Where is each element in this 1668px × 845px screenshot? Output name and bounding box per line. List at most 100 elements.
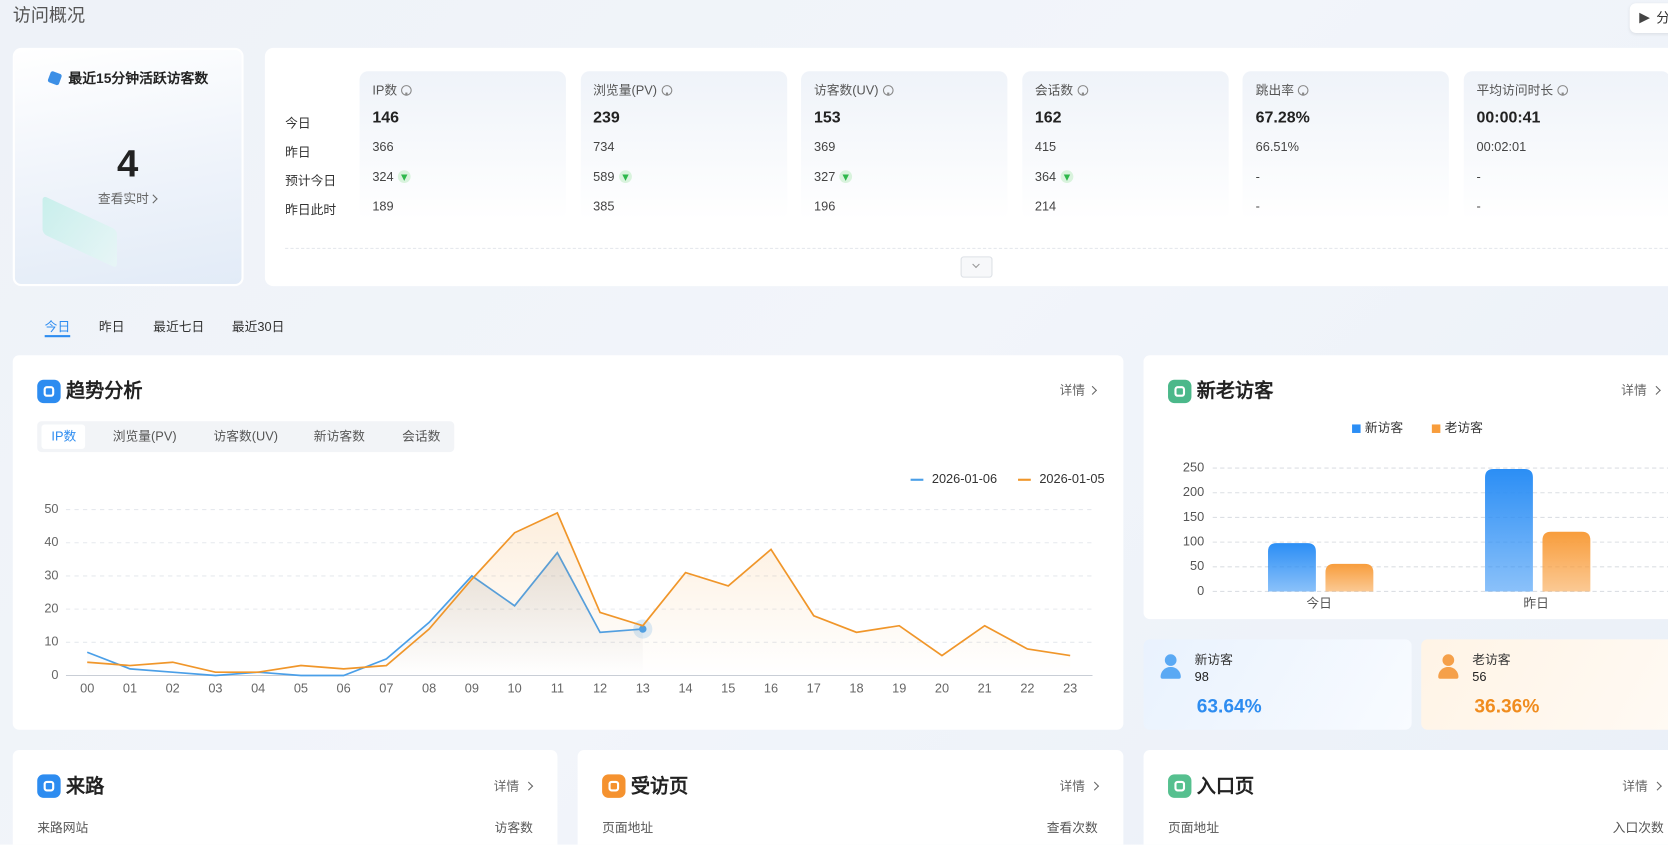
x-tick-label: 08 [422, 681, 436, 696]
area [87, 512, 1071, 676]
detail-link[interactable]: 详情 [1621, 382, 1647, 398]
icon-glyph [1174, 780, 1186, 792]
help-icon [1298, 85, 1309, 96]
date-tab[interactable]: 今日 [44, 319, 71, 335]
card-title: 趋势分析 [65, 379, 143, 402]
legend-swatch [1352, 424, 1361, 433]
detail-link[interactable]: 详情 [1059, 778, 1086, 794]
help-dot [1081, 92, 1084, 95]
expand-button[interactable] [960, 256, 993, 278]
icon-glyph [43, 780, 55, 792]
y-tick-label: 250 [1183, 459, 1204, 474]
trend-down-icon [618, 170, 632, 183]
metric-tab[interactable]: 新访客数 [313, 428, 365, 444]
metric-name: 平均访问时长 [1476, 82, 1554, 98]
metric-value: 239 [593, 108, 620, 127]
metric-tab[interactable]: IP数 [51, 428, 77, 444]
trend-down-icon [1060, 170, 1074, 183]
bar [1485, 469, 1533, 592]
arrow [842, 174, 850, 181]
x-tick-label: 23 [1063, 681, 1077, 696]
panel-card [577, 749, 1124, 845]
row-label: 今日 [285, 115, 311, 131]
metric-value: 196 [813, 198, 836, 214]
metric-value: 327 [813, 169, 836, 185]
card-title: 新老访客 [1196, 379, 1274, 402]
trend-down-icon [839, 170, 853, 183]
x-tick-label: 17 [807, 681, 821, 696]
detail-link[interactable]: 详情 [1622, 778, 1648, 794]
y-tick-label: 50 [44, 501, 58, 516]
x-tick-label: 18 [849, 681, 863, 696]
icon-glyph [608, 780, 620, 792]
card-icon [37, 379, 61, 404]
x-tick-label: 11 [551, 681, 564, 696]
help-icon [1077, 85, 1089, 96]
person-icon [1437, 654, 1460, 680]
summary-count: 56 [1472, 669, 1487, 685]
x-tick-label: 21 [978, 681, 992, 696]
legend-swatch [1431, 424, 1441, 433]
y-tick-label: 10 [44, 634, 58, 649]
metric-box [801, 71, 1008, 221]
help-dot [1302, 92, 1305, 95]
x-tick-label: 07 [379, 681, 393, 696]
help-icon [883, 85, 894, 96]
legend-label: 老访客 [1445, 420, 1483, 435]
help-dot [887, 92, 890, 95]
tab-bar [37, 421, 455, 453]
arrow [1063, 174, 1070, 181]
metric-box [1242, 71, 1450, 221]
active-title: 最近15分钟活跃访客数 [68, 70, 209, 87]
x-tick-label: 09 [465, 681, 479, 696]
metric-box [1022, 71, 1229, 221]
arrow [621, 174, 629, 181]
share-button[interactable] [1629, 3, 1668, 33]
panel-card [1143, 749, 1668, 845]
metric-tab[interactable]: 会话数 [402, 428, 441, 444]
person-body [1438, 666, 1459, 679]
metric-value: 146 [372, 108, 399, 127]
realtime-link[interactable]: 查看实时 [97, 191, 149, 207]
bar [1325, 563, 1374, 592]
card-icon [602, 774, 626, 798]
x-tick-label: 今日 [1306, 596, 1331, 611]
date-tab-underline [44, 335, 71, 338]
person-body [1160, 666, 1181, 679]
x-tick-label: 00 [80, 681, 94, 696]
detail-link[interactable]: 详情 [1059, 382, 1086, 398]
help-dot [1561, 92, 1564, 95]
metric-tab[interactable]: 浏览量(PV) [112, 428, 177, 444]
metric-tab[interactable]: 访客数(UV) [213, 428, 279, 444]
column-header: 入口次数 [1612, 820, 1664, 836]
x-tick-label: 03 [208, 681, 222, 696]
metric-name: 浏览量(PV) [593, 82, 658, 98]
metric-value: 385 [593, 198, 615, 214]
y-tick-label: 30 [44, 567, 58, 582]
y-tick-label: 200 [1183, 484, 1204, 499]
new-visitor-summary [1143, 639, 1412, 730]
x-tick-label: 12 [593, 681, 607, 696]
card-title: 入口页 [1196, 775, 1255, 797]
card-title: 来路 [65, 775, 105, 797]
detail-link[interactable]: 详情 [493, 778, 520, 794]
line [87, 511, 1071, 674]
x-tick-label: 05 [294, 681, 308, 696]
metric-value: 366 [372, 139, 394, 155]
summary-count: 98 [1194, 669, 1209, 685]
date-tab[interactable]: 昨日 [98, 319, 125, 335]
y-tick-label: 50 [1190, 558, 1204, 573]
date-tab[interactable]: 最近30日 [231, 319, 285, 335]
y-tick-label: 0 [51, 667, 58, 682]
metric-value: 734 [593, 139, 615, 155]
share-icon [1639, 12, 1650, 24]
column-header: 页面地址 [1168, 820, 1220, 836]
old-visitor-summary [1421, 639, 1668, 730]
metric-value: 67.28% [1255, 108, 1310, 127]
y-tick-label: 150 [1183, 509, 1204, 524]
x-tick-label: 14 [678, 681, 692, 696]
date-tab[interactable]: 最近七日 [153, 319, 205, 335]
share-label[interactable]: 分 [1656, 10, 1668, 27]
metric-name: 访客数(UV) [813, 82, 879, 98]
